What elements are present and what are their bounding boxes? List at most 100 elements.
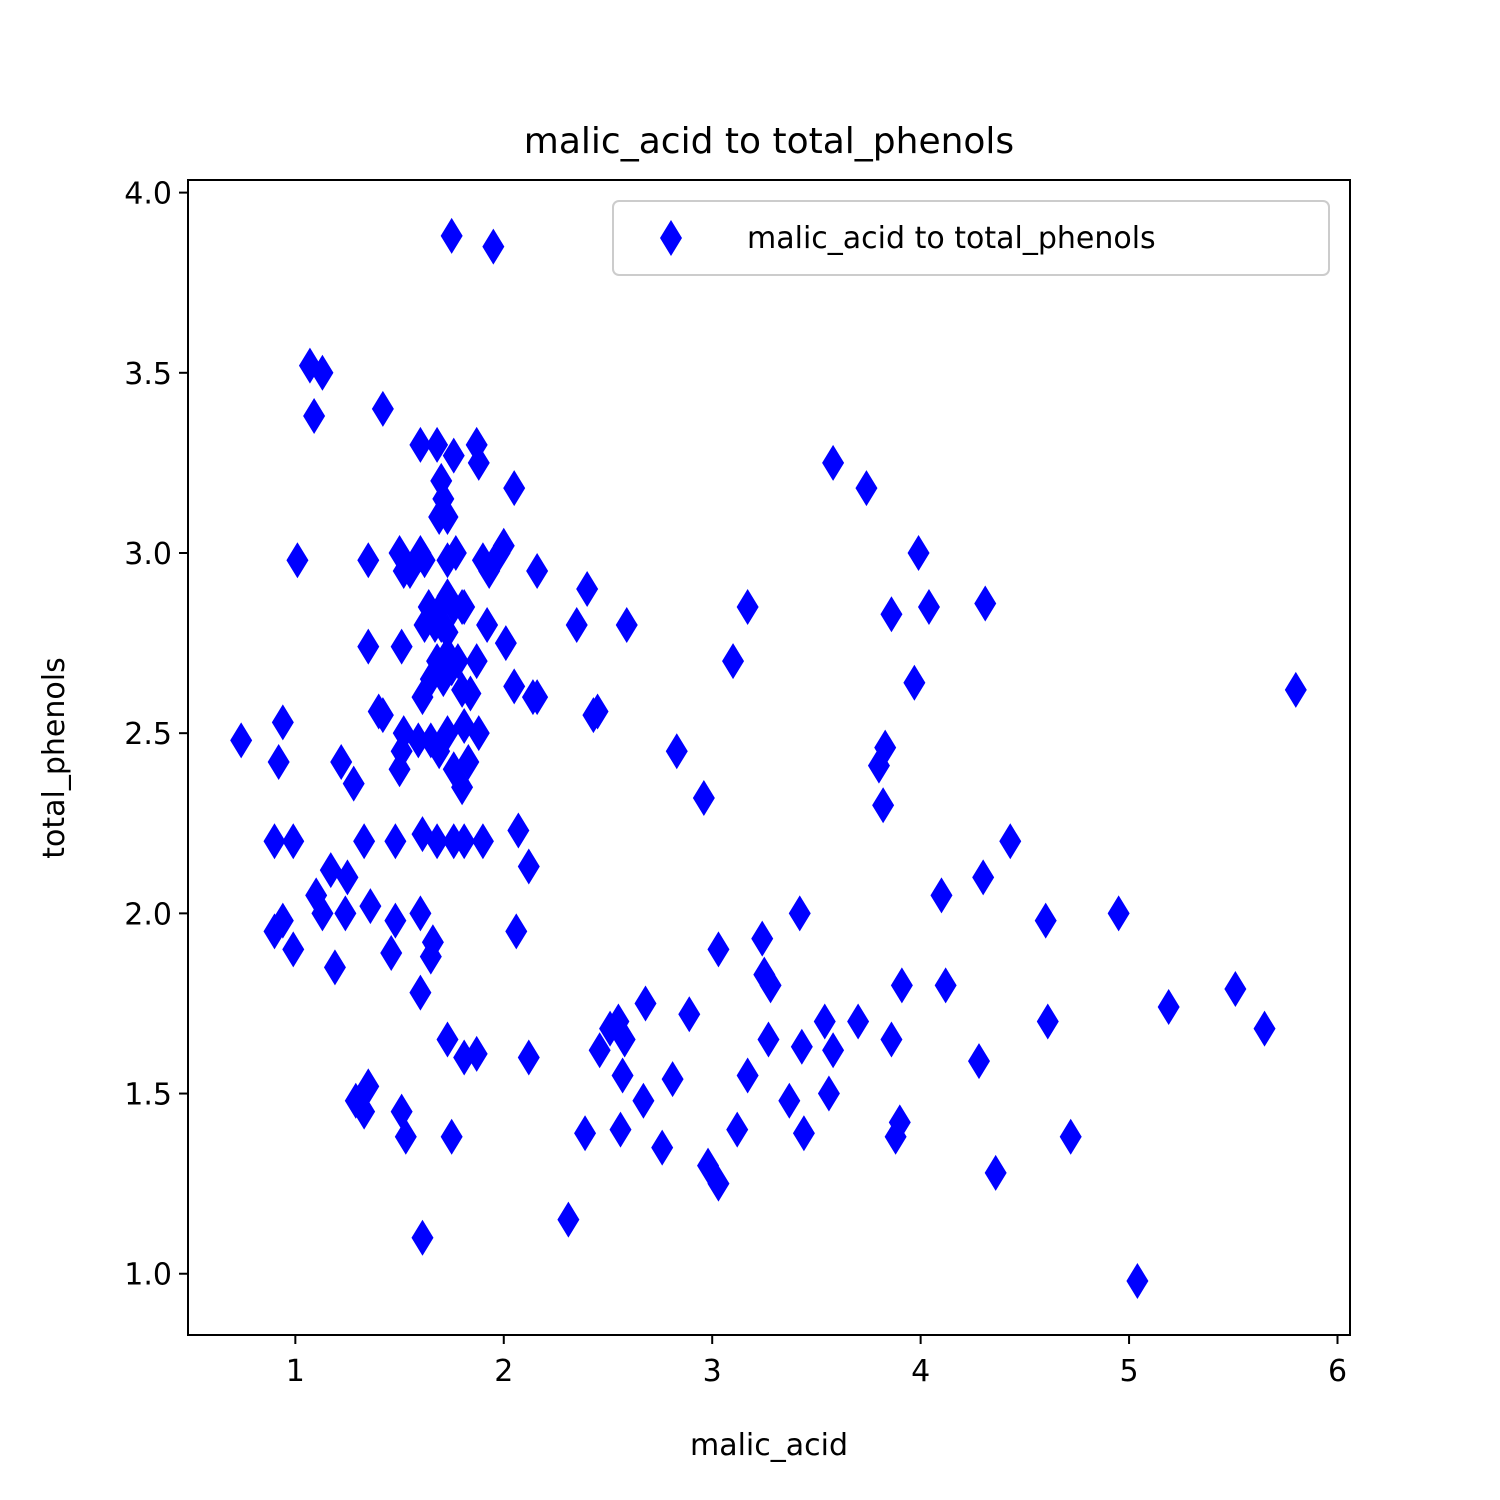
data-point	[759, 967, 782, 1004]
data-point	[336, 859, 359, 896]
data-point	[972, 859, 995, 896]
data-point	[934, 967, 957, 1004]
data-point	[471, 823, 494, 860]
data-point	[817, 1075, 840, 1112]
y-tick-label: 1.5	[124, 1078, 172, 1113]
data-point	[726, 1111, 749, 1148]
data-point	[357, 1068, 380, 1105]
data-point	[440, 1118, 463, 1155]
data-point	[822, 1032, 845, 1069]
data-point	[903, 664, 926, 701]
data-point	[459, 675, 482, 712]
data-point	[1224, 971, 1247, 1008]
data-point	[342, 765, 365, 802]
data-point	[880, 596, 903, 633]
data-point	[467, 444, 490, 481]
data-point	[271, 704, 294, 741]
data-point	[984, 1154, 1007, 1191]
data-point	[722, 643, 745, 680]
data-point	[736, 1057, 759, 1094]
plot-frame	[187, 179, 1351, 1336]
data-point	[507, 812, 530, 849]
data-point	[442, 437, 465, 474]
data-point	[588, 1032, 611, 1069]
data-point	[357, 542, 380, 579]
data-point	[436, 498, 459, 535]
y-tick-label: 3.5	[124, 357, 172, 392]
data-point	[847, 1003, 870, 1040]
data-point	[872, 787, 895, 824]
data-point	[888, 1104, 911, 1141]
data-point	[311, 895, 334, 932]
data-point	[286, 542, 309, 579]
data-point	[388, 751, 411, 788]
y-tick-label: 3.0	[124, 537, 172, 572]
data-point	[661, 1061, 684, 1098]
y-tick-label: 2.0	[124, 897, 172, 932]
data-point	[788, 895, 811, 932]
data-point	[692, 780, 715, 817]
data-point	[880, 1021, 903, 1058]
data-point	[334, 895, 357, 932]
data-point	[1157, 989, 1180, 1026]
data-point	[409, 974, 432, 1011]
data-point	[974, 585, 997, 622]
data-point	[357, 628, 380, 665]
data-point	[323, 949, 346, 986]
data-point	[430, 607, 453, 644]
data-point	[359, 888, 382, 925]
data-point	[517, 1039, 540, 1076]
y-tick-label: 2.5	[124, 717, 172, 752]
chart-title: malic_acid to total_phenols	[524, 121, 1014, 162]
data-point	[465, 1035, 488, 1072]
data-point	[574, 1115, 597, 1152]
data-point	[465, 643, 488, 680]
data-point	[526, 553, 549, 590]
data-point	[492, 527, 515, 564]
data-point	[1034, 902, 1057, 939]
data-point	[282, 823, 305, 860]
data-point	[813, 1003, 836, 1040]
data-point	[790, 1028, 813, 1065]
data-point	[707, 931, 730, 968]
data-point	[930, 877, 953, 914]
data-point	[586, 693, 609, 730]
x-tick-label: 5	[1120, 1354, 1139, 1389]
data-point	[503, 668, 526, 705]
data-point	[444, 534, 467, 571]
data-point	[230, 722, 253, 759]
data-point	[303, 398, 326, 435]
data-point	[311, 354, 334, 391]
legend: malic_acid to total_phenols	[612, 200, 1330, 276]
data-point	[855, 470, 878, 507]
data-point	[651, 1129, 674, 1166]
data-point	[576, 571, 599, 608]
data-point	[615, 607, 638, 644]
data-point	[436, 1021, 459, 1058]
data-point	[613, 1021, 636, 1058]
data-point	[917, 589, 940, 626]
data-point	[505, 913, 528, 950]
data-point	[353, 1093, 376, 1130]
data-point	[330, 744, 353, 781]
data-point	[1036, 1003, 1059, 1040]
legend-label: malic_acid to total_phenols	[747, 221, 1156, 256]
data-point	[822, 444, 845, 481]
data-point	[413, 542, 436, 579]
data-point	[1059, 1118, 1082, 1155]
y-tick-label: 1.0	[124, 1258, 172, 1293]
x-axis-label: malic_acid	[690, 1428, 848, 1463]
data-point	[453, 589, 476, 626]
data-point	[751, 920, 774, 957]
data-point	[426, 823, 449, 860]
data-point	[778, 1082, 801, 1119]
data-point	[390, 628, 413, 665]
data-point	[319, 852, 342, 889]
data-point	[419, 938, 442, 975]
data-point	[526, 679, 549, 716]
data-point	[736, 589, 759, 626]
data-point	[453, 823, 476, 860]
data-point	[874, 729, 897, 766]
data-point	[380, 935, 403, 972]
